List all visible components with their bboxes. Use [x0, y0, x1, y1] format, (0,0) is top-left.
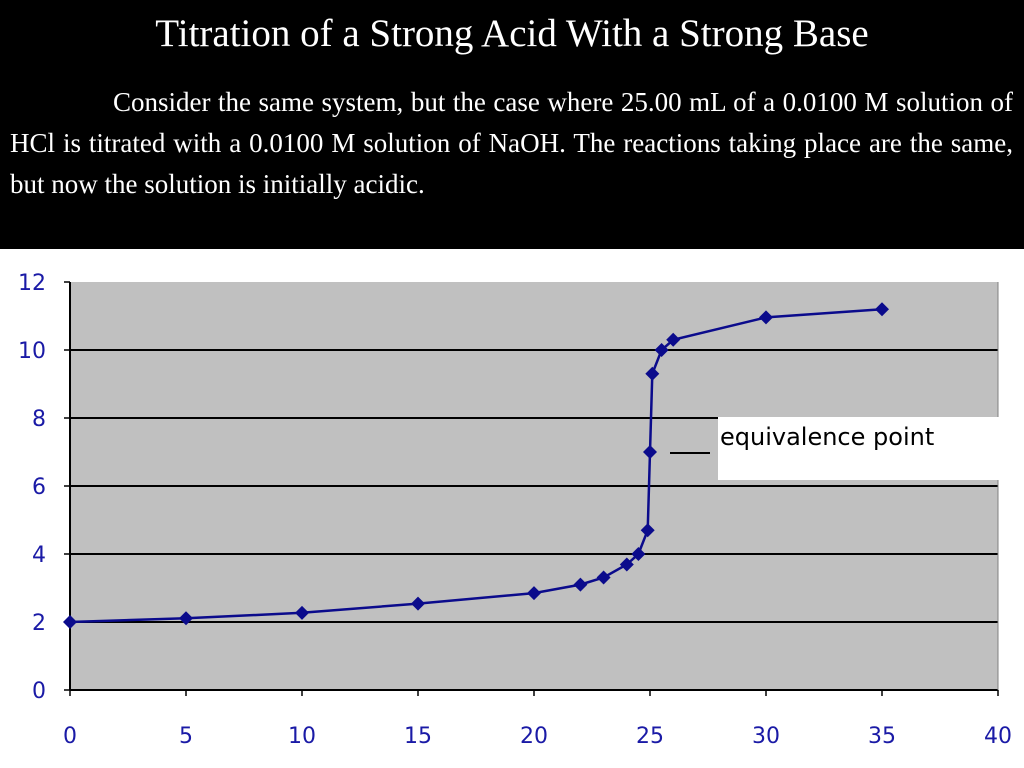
data-point-marker	[619, 557, 634, 572]
x-tick-label: 0	[63, 724, 77, 749]
x-tick-label: 35	[868, 724, 896, 749]
data-point-marker	[759, 310, 773, 325]
slide-header: Titration of a Strong Acid With a Strong…	[0, 0, 1024, 249]
data-point-marker	[63, 615, 77, 629]
data-point-marker	[295, 605, 309, 620]
data-point-marker	[645, 366, 660, 381]
data-point-marker	[179, 611, 193, 626]
data-point-marker	[527, 586, 541, 601]
x-tick-label: 25	[636, 724, 664, 749]
annotation: equivalence point	[670, 417, 1000, 480]
y-tick-label: 12	[18, 271, 46, 296]
y-tick-label: 8	[32, 407, 46, 432]
titration-chart: 0 2 4 6 8 10 12 0 5 10 15 20 25 30 35 40 equivalence po…	[18, 271, 1012, 749]
annotation-label: equivalence point	[720, 423, 934, 451]
y-tick-label: 2	[32, 611, 46, 636]
x-tick-label: 5	[179, 724, 193, 749]
x-tick-label: 40	[984, 724, 1012, 749]
x-tick-label: 15	[404, 724, 432, 749]
data-point-marker	[640, 523, 655, 538]
x-tick-label: 10	[288, 724, 316, 749]
data-point-marker	[411, 596, 425, 611]
y-tick-label: 0	[32, 679, 46, 704]
data-point-marker	[666, 332, 681, 347]
data-point-marker	[643, 445, 657, 459]
y-tick-label: 4	[32, 543, 46, 568]
data-point-marker	[631, 547, 646, 561]
data-point-marker	[573, 577, 588, 592]
data-point-marker	[654, 343, 669, 357]
series-curve	[63, 302, 889, 629]
annotation-box	[718, 417, 1000, 480]
y-tick-label: 6	[32, 475, 46, 500]
grid-lines	[70, 349, 998, 623]
series-line	[69, 307, 883, 624]
data-point-marker	[596, 570, 611, 585]
data-point-marker	[875, 302, 889, 317]
slide-body-text: Consider the same system, but the case w…	[10, 87, 1013, 199]
tick-labels: 0 2 4 6 8 10 12 0 5 10 15 20 25 30 35 40	[18, 271, 1012, 749]
x-tick-label: 30	[752, 724, 780, 749]
y-tick-label: 10	[18, 339, 46, 364]
slide-title: Titration of a Strong Acid With a Strong…	[155, 12, 869, 55]
x-tick-label: 20	[520, 724, 548, 749]
